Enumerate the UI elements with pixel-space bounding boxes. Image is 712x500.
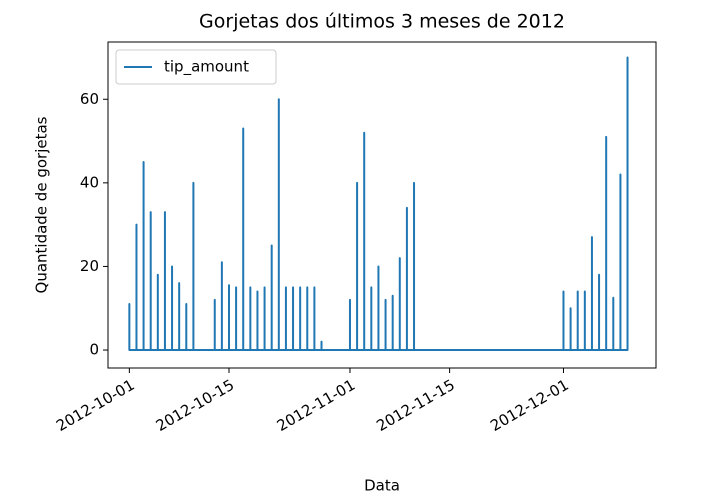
y-axis-label: Quantidade de gorjetas <box>33 116 51 293</box>
y-tick-label: 40 <box>80 173 99 191</box>
legend-box <box>115 49 277 85</box>
y-tick-label: 60 <box>80 90 99 108</box>
y-tick-label: 0 <box>89 341 99 359</box>
x-tick-label: 2012-11-01 <box>274 376 359 435</box>
x-tick-label: 2012-11-15 <box>373 376 458 435</box>
y-tick-label: 20 <box>80 257 99 275</box>
legend-label: tip_amount <box>164 58 249 77</box>
chart-title: Gorjetas dos últimos 3 meses de 2012 <box>199 11 565 33</box>
x-axis-label: Data <box>364 477 400 495</box>
x-tick-label: 2012-10-01 <box>53 376 138 435</box>
data-line <box>128 56 629 352</box>
x-tick-label: 2012-10-15 <box>153 376 238 435</box>
x-tick-label: 2012-12-01 <box>487 376 572 435</box>
plot-frame <box>107 41 657 369</box>
